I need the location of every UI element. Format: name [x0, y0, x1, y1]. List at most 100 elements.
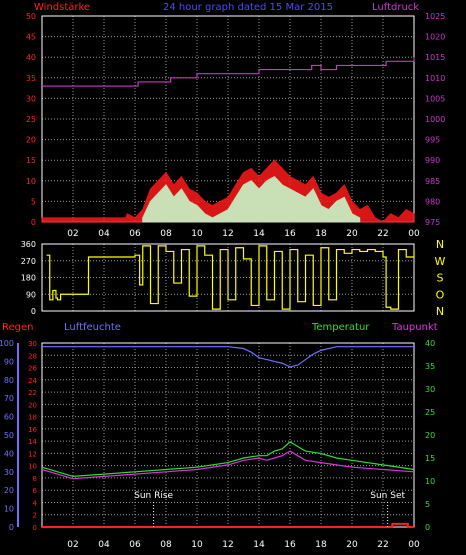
- pressure-y-tick: 1005: [425, 94, 445, 103]
- pressure-y-tick: 1025: [425, 12, 445, 21]
- rain-y-tick: 8: [33, 475, 37, 483]
- rain-y-tick: 26: [28, 365, 37, 373]
- humidity-y-tick: 0: [9, 523, 14, 532]
- temp-x-tick: 00: [408, 540, 420, 550]
- humidity-y-tick: 90: [4, 357, 14, 366]
- humidity-series: [42, 346, 414, 368]
- pressure-y-tick: 1010: [425, 74, 445, 83]
- dir-compass-label: N: [436, 238, 444, 251]
- pressure-y-tick: 980: [425, 197, 440, 206]
- dir-compass-label: W: [435, 255, 446, 268]
- wind-x-tick: 10: [191, 229, 203, 239]
- pressure-y-tick: 995: [425, 136, 440, 145]
- temp-x-tick: 14: [253, 540, 265, 550]
- rain-y-tick: 12: [28, 450, 37, 458]
- rain-y-tick: 22: [28, 389, 37, 397]
- wind-x-tick: 20: [346, 229, 358, 239]
- wind-y-tick: 40: [26, 53, 36, 62]
- humidity-y-tick: 100: [0, 339, 14, 348]
- wind-axis-title: Windstärke: [34, 2, 90, 13]
- temp-x-tick: 12: [222, 540, 233, 550]
- pressure-y-tick: 990: [425, 156, 440, 165]
- wind-y-tick: 10: [26, 177, 36, 186]
- wind-x-tick: 04: [98, 229, 110, 239]
- temperature-axis-title: Temperatur: [311, 322, 370, 333]
- pressure-y-tick: 975: [425, 218, 440, 227]
- humidity-y-tick: 50: [4, 431, 14, 440]
- graph-title: 24 hour graph dated 15 Mar 2015: [163, 2, 333, 13]
- temp-x-tick: 16: [284, 540, 296, 550]
- dir-y-tick: 90: [26, 290, 36, 299]
- temp-x-tick: 04: [98, 540, 110, 550]
- dewpoint-series: [41, 450, 415, 480]
- dewpoint-axis-title: Taupunkt: [391, 322, 438, 333]
- dir-frame: [41, 243, 415, 312]
- rain-y-tick: 4: [33, 499, 38, 507]
- rain-y-tick: 20: [28, 401, 37, 409]
- humidity-y-tick: 30: [4, 468, 14, 477]
- wind-y-tick: 45: [26, 33, 36, 42]
- rain-y-tick: 30: [28, 340, 37, 348]
- humidity-y-tick: 40: [4, 449, 14, 458]
- temp-x-tick: 02: [67, 540, 78, 550]
- wind-x-tick: 06: [129, 229, 141, 239]
- wind-direction-series: [46, 245, 415, 310]
- temperature-y-tick: 15: [425, 454, 435, 463]
- rain-y-tick: 10: [28, 463, 37, 471]
- pressure-axis-title: Luftdruck: [372, 2, 419, 13]
- dir-y-tick: 360: [21, 240, 36, 249]
- temperature-y-tick: 30: [425, 385, 435, 394]
- temp-x-tick: 22: [377, 540, 388, 550]
- dir-y-tick: 0: [31, 307, 36, 316]
- pressure-y-tick: 1000: [425, 115, 445, 124]
- dir-y-tick: 270: [21, 257, 36, 266]
- temperature-y-tick: 0: [425, 523, 430, 532]
- humidity-y-tick: 80: [4, 376, 14, 385]
- pressure-y-tick: 985: [425, 177, 440, 186]
- wind-x-tick: 12: [222, 229, 233, 239]
- rain-y-tick: 28: [28, 352, 37, 360]
- rain-y-tick: 14: [28, 438, 37, 446]
- rain-y-tick: 18: [28, 414, 37, 422]
- wind-pressure-panel: 0510152025303540455097598098599099510001…: [26, 12, 446, 239]
- pressure-y-tick: 1020: [425, 33, 445, 42]
- wind-gust-series: [142, 176, 361, 223]
- wind-y-tick: 15: [26, 156, 36, 165]
- dir-compass-label: S: [437, 272, 444, 285]
- rain-y-tick: 16: [28, 426, 37, 434]
- wind-x-tick: 18: [315, 229, 327, 239]
- pressure-series: [42, 57, 415, 87]
- humidity-axis-title: Luftfeuchte: [64, 322, 121, 333]
- wind-x-tick: 14: [253, 229, 265, 239]
- temperature-y-tick: 25: [425, 408, 435, 417]
- humidity-y-tick: 20: [4, 486, 14, 495]
- dir-compass-label: N: [436, 305, 444, 318]
- rain-y-tick: 2: [33, 512, 37, 520]
- temp-x-tick: 06: [129, 540, 141, 550]
- dir-compass-label: O: [436, 288, 445, 301]
- wind-y-tick: 0: [31, 218, 36, 227]
- humidity-y-tick: 10: [4, 505, 14, 514]
- rain-y-tick: 24: [28, 377, 37, 385]
- sunrise-label: Sun Rise: [134, 491, 173, 501]
- temperature-y-tick: 40: [425, 339, 435, 348]
- wind-y-tick: 50: [26, 12, 36, 21]
- rain-series: [42, 522, 414, 528]
- wind-x-tick: 02: [67, 229, 78, 239]
- temperature-y-tick: 10: [425, 477, 435, 486]
- rain-y-tick: 0: [33, 524, 37, 532]
- wind-y-tick: 5: [31, 197, 36, 206]
- temp-x-tick: 08: [160, 540, 172, 550]
- humidity-y-tick: 60: [4, 413, 14, 422]
- pressure-y-tick: 1015: [425, 53, 445, 62]
- rain-axis-title: Regen: [2, 322, 34, 333]
- temperature-humidity-panel: 0102030405060708090100024681012141618202…: [0, 339, 435, 550]
- wind-y-tick: 35: [26, 74, 36, 83]
- temp-x-tick: 20: [346, 540, 358, 550]
- temperature-y-tick: 35: [425, 362, 435, 371]
- temperature-y-tick: 20: [425, 431, 435, 440]
- sunset-label: Sun Set: [370, 491, 405, 501]
